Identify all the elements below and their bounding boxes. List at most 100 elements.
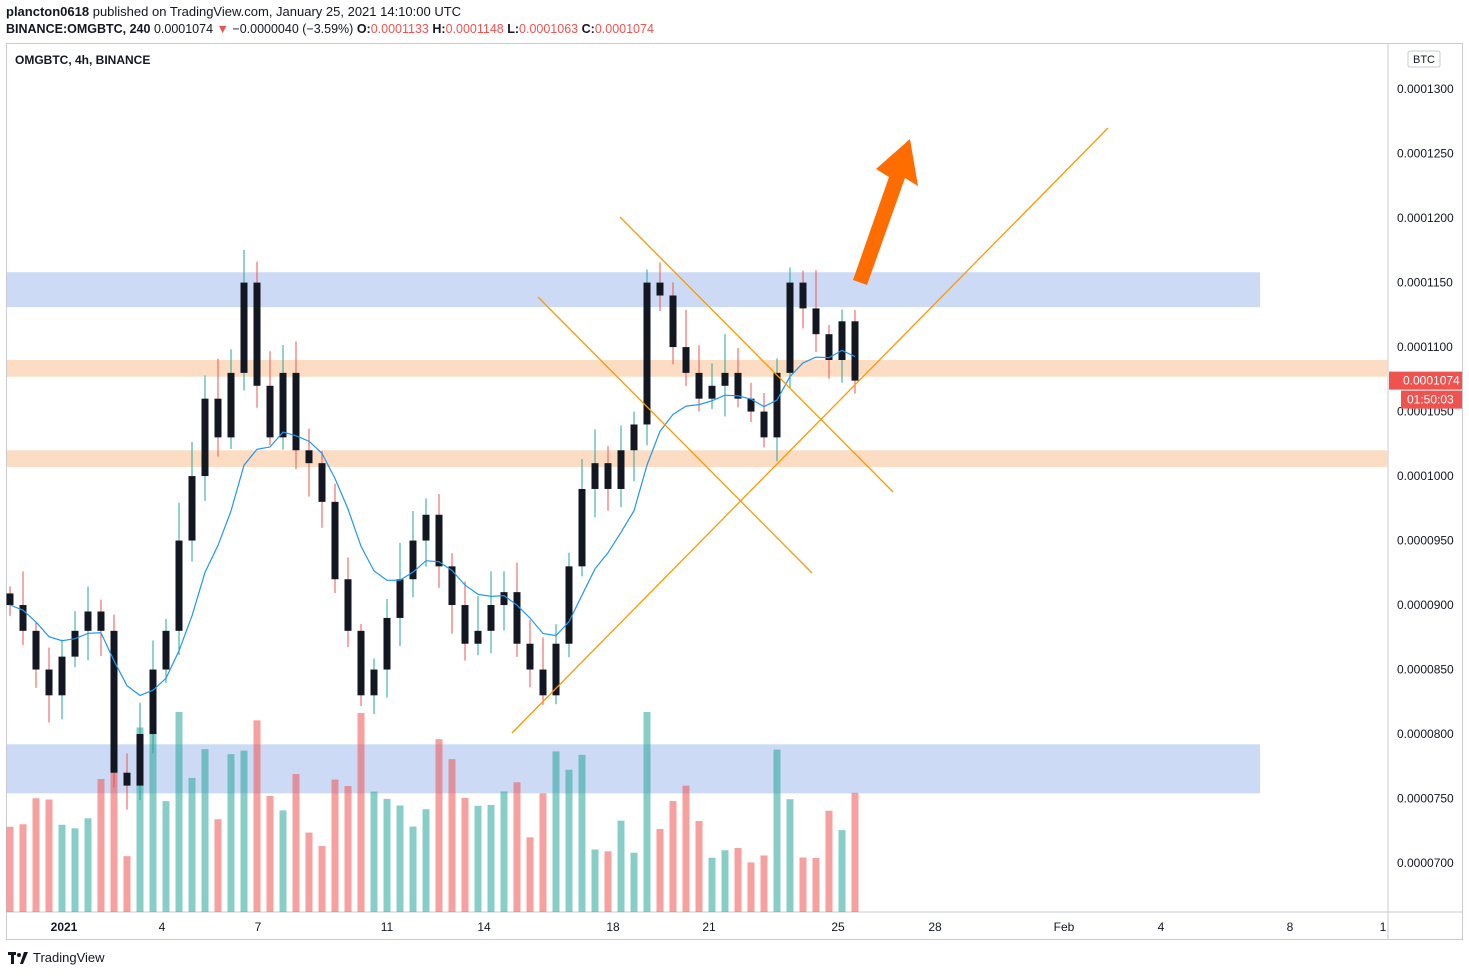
candle-body	[825, 334, 833, 360]
volume-bar	[383, 798, 391, 912]
volume-bar	[357, 712, 365, 912]
volume-bar	[669, 801, 677, 912]
candle-body	[669, 295, 677, 348]
candle-body	[71, 630, 79, 657]
price-change: −0.0000040 (−3.59%)	[232, 22, 354, 36]
volume-bars	[6, 712, 859, 912]
countdown-tag	[1401, 390, 1462, 409]
price-tick-label: 0.0001200	[1397, 211, 1454, 225]
candle-body	[773, 372, 781, 438]
countdown-tag-label: 01:50:03	[1407, 393, 1454, 407]
last-price-tag-label: 0.0001074	[1403, 374, 1460, 388]
candle-body	[643, 282, 651, 425]
time-tick-label: Feb	[1054, 920, 1075, 934]
candle-body	[526, 643, 534, 670]
brand-name[interactable]: TradingView	[33, 950, 105, 965]
candle-body	[32, 630, 40, 670]
volume-bar	[227, 754, 235, 912]
volume-bar	[266, 796, 274, 912]
volume-bar	[409, 826, 417, 912]
candle-body	[136, 734, 144, 786]
high-value: 0.0001148	[445, 22, 504, 36]
tradingview-logo-icon	[8, 951, 28, 964]
volume-bar	[97, 778, 105, 912]
volume-bar	[721, 850, 729, 912]
symbol-name: BINANCE:OMGBTC, 240	[6, 22, 151, 36]
volume-bar	[292, 774, 300, 912]
volume-bar	[747, 862, 755, 912]
volume-bar	[32, 798, 40, 912]
low-label: L:	[507, 22, 520, 36]
volume-bar	[552, 751, 560, 912]
candle-body	[344, 579, 352, 631]
volume-bar	[565, 769, 573, 912]
volume-bar	[656, 828, 664, 912]
volume-bar	[396, 805, 404, 912]
time-tick-label: 1	[1380, 920, 1387, 934]
time-tick-label: 18	[606, 920, 620, 934]
price-tick-label: 0.0000950	[1397, 534, 1454, 548]
volume-bar	[617, 820, 625, 912]
candle-body	[851, 321, 859, 381]
volume-bar	[123, 856, 131, 912]
candle-body	[578, 488, 586, 567]
candle-body	[539, 669, 547, 696]
volume-bar	[838, 830, 846, 912]
candle-body	[188, 476, 196, 541]
candle-body	[695, 372, 703, 399]
time-tick-label: 8	[1287, 920, 1294, 934]
bullish-arrow-icon	[853, 139, 918, 285]
candle-body	[240, 282, 248, 373]
volume-bar	[240, 750, 248, 912]
candle-body	[214, 398, 222, 438]
candle-body	[331, 501, 339, 580]
volume-bar	[45, 799, 53, 912]
time-tick-label: 7	[255, 920, 262, 934]
blue-zone-0	[7, 272, 1260, 308]
chart-frame[interactable]	[6, 43, 1463, 940]
publisher-user[interactable]: plancton0618	[6, 4, 90, 19]
volume-bar	[136, 727, 144, 912]
moving-average-line	[9, 349, 856, 697]
volume-bar	[422, 809, 430, 912]
candle-body	[123, 772, 131, 786]
volume-bar	[84, 818, 92, 912]
candle-body	[747, 398, 755, 412]
candle-body	[838, 321, 846, 360]
volume-bar	[851, 792, 859, 912]
candle-body	[487, 605, 495, 631]
candle-body	[656, 282, 664, 296]
candle-body	[500, 592, 508, 606]
volume-bar	[149, 730, 157, 912]
time-tick-label: 28	[928, 920, 942, 934]
volume-bar	[734, 847, 742, 912]
candle-body	[318, 463, 326, 502]
volume-bar	[318, 846, 326, 912]
volume-bar	[825, 810, 833, 912]
candle-body	[305, 450, 313, 464]
volume-bar	[474, 805, 482, 912]
close-label: C:	[581, 22, 595, 36]
volume-bar	[19, 824, 27, 912]
volume-bar	[799, 857, 807, 912]
candle-body	[708, 385, 716, 399]
candle-body	[812, 308, 820, 335]
candles	[6, 249, 859, 810]
time-tick-label: 21	[702, 920, 716, 934]
candle-body	[422, 514, 430, 541]
candle-body	[552, 643, 560, 696]
volume-bar	[812, 857, 820, 912]
price-tick-label: 0.0001000	[1397, 469, 1454, 483]
candle-body	[97, 611, 105, 631]
change-down-icon: ▼	[216, 22, 229, 36]
price-tick-label: 0.0000900	[1397, 598, 1454, 612]
candle-body	[396, 579, 404, 618]
price-tick-label: 0.0000750	[1397, 792, 1454, 806]
candle-body	[253, 282, 261, 386]
time-tick-label: 4	[159, 920, 166, 934]
last-price: 0.0001074	[153, 22, 214, 36]
volume-bar	[214, 819, 222, 912]
channel-lower-line	[537, 296, 813, 574]
candle-body	[448, 566, 456, 606]
